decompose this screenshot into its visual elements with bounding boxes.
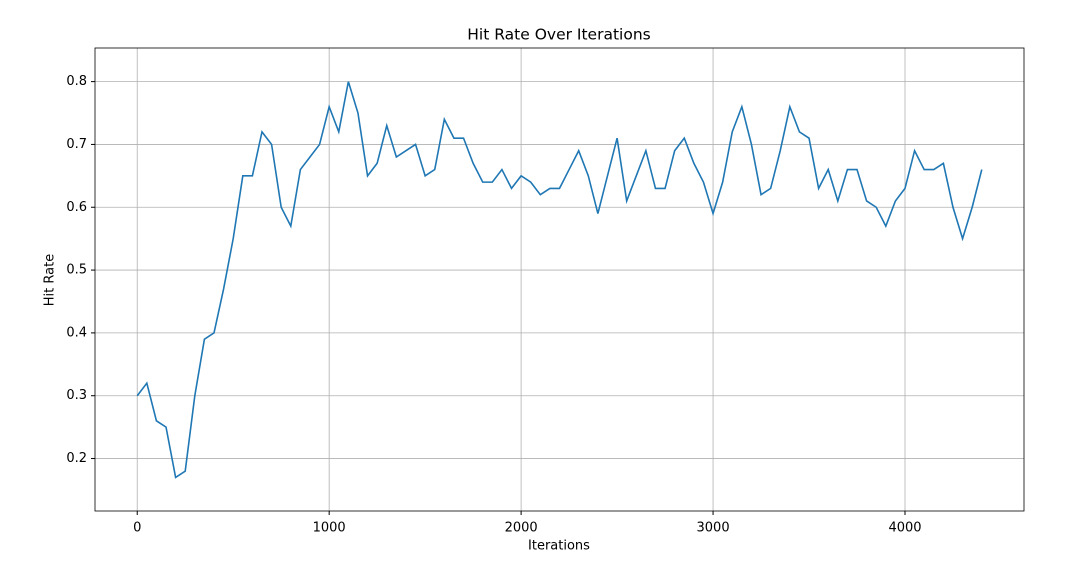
x-tick-label: 3000 bbox=[697, 521, 730, 536]
line bbox=[136, 81, 983, 479]
chart-title: Hit Rate Over Iterations bbox=[467, 26, 650, 44]
y-tick-label: 0.5 bbox=[66, 263, 87, 278]
x-tick-label: 2000 bbox=[505, 521, 538, 536]
y-tick-label: 0.7 bbox=[66, 137, 87, 152]
y-axis-label: Hit Rate bbox=[43, 254, 58, 306]
y-tick-label: 0.2 bbox=[66, 451, 87, 466]
plot-frame bbox=[94, 47, 1025, 512]
x-tick-label: 1000 bbox=[313, 521, 346, 536]
y-tick-label: 0.3 bbox=[66, 388, 87, 403]
y-tick-label: 0.6 bbox=[66, 200, 87, 215]
x-tick-label: 4000 bbox=[888, 521, 921, 536]
y-tick-label: 0.8 bbox=[66, 74, 87, 89]
x-tick-label: 0 bbox=[133, 521, 141, 536]
x-axis-label: Iterations bbox=[528, 539, 590, 554]
y-tick-label: 0.4 bbox=[66, 325, 87, 340]
